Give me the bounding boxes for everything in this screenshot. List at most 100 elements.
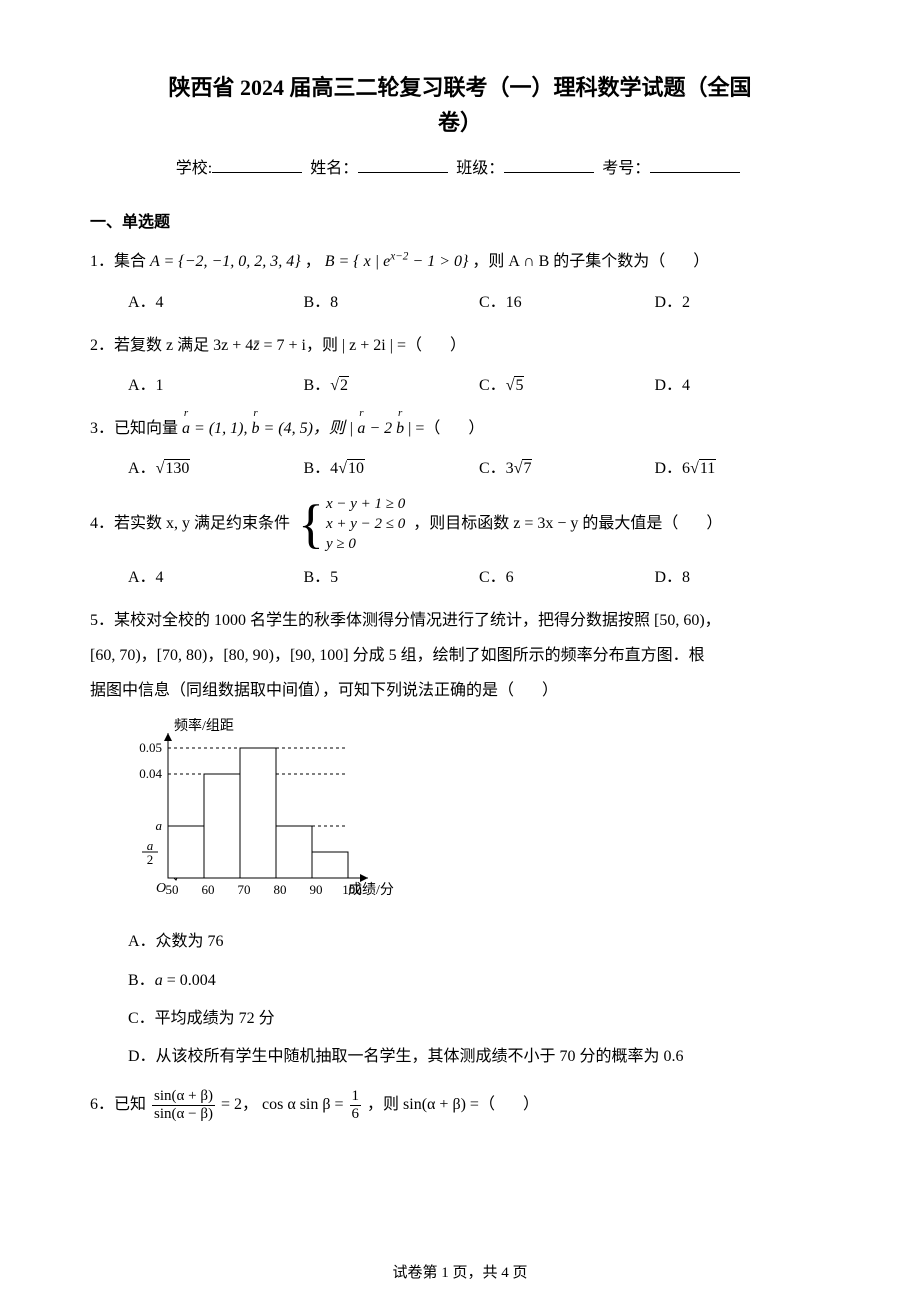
q4-option-a: A．4: [128, 563, 304, 587]
q3-b-val: 10: [347, 459, 365, 477]
svg-text:频率/组距: 频率/组距: [174, 718, 234, 734]
sqrt-icon: 2: [330, 377, 349, 395]
svg-text:0.04: 0.04: [139, 766, 162, 781]
q2-b-label: B．: [304, 377, 331, 394]
q3-a-val: 130: [164, 459, 190, 477]
vector-arrow-icon: r: [398, 401, 402, 425]
q1-stem-post: ，则 A ∩ B 的子集个数为（: [472, 253, 665, 270]
q5-line3: 据图中信息（同组数据取中间值），可知下列说法正确的是（: [90, 682, 514, 699]
q4-line1: x − y + 1 ≥ 0: [326, 494, 405, 514]
q1-options: A．4 B．8 C．16 D．2: [128, 288, 830, 312]
q6-stem-post: ，则 sin(α + β) =（: [367, 1096, 495, 1113]
q2-option-d: D．4: [655, 371, 831, 395]
section-heading: 一、单选题: [90, 208, 830, 232]
q3-a-eq: = (1, 1),: [194, 420, 251, 437]
q2-option-a: A．1: [128, 371, 304, 395]
q5-line3-wrap: 据图中信息（同组数据取中间值），可知下列说法正确的是（ ）: [90, 673, 830, 708]
q2-options: A．1 B． 2 C． 5 D．4: [128, 371, 830, 395]
vector-a2: ra: [357, 411, 365, 446]
q5-option-b: B．a = 0.004: [128, 962, 830, 1000]
question-5: 5．某校对全校的 1000 名学生的秋季体测得分情况进行了统计，把得分数据按照 …: [90, 603, 830, 709]
q3-a-label: A．: [128, 460, 156, 477]
q4-stem-post: ，则目标函数 z = 3x − y 的最大值是（: [413, 515, 678, 532]
q3-stem-post: | =（: [408, 420, 440, 437]
svg-text:a: a: [156, 818, 163, 833]
q3-c-val: 7: [522, 459, 532, 477]
q1-comma: ，: [305, 253, 321, 270]
q4-line2: x + y − 2 ≤ 0: [326, 514, 405, 534]
fraction-1: sin(α + β) sin(α − β): [152, 1088, 215, 1122]
q3-option-b: B．4 10: [304, 454, 480, 478]
name-label: 姓名：: [310, 160, 358, 177]
constraint-system: { x − y + 1 ≥ 0 x + y − 2 ≤ 0 y ≥ 0: [298, 494, 405, 555]
q4-stem-pre: 4．若实数 x, y 满足约束条件: [90, 515, 294, 532]
question-6: 6．已知 sin(α + β) sin(α − β) = 2， cos α si…: [90, 1087, 830, 1122]
q2-option-b: B． 2: [304, 371, 480, 395]
q6-stem-end: ）: [523, 1096, 539, 1113]
svg-text:成绩/分: 成绩/分: [348, 882, 394, 898]
q3-options: A． 130 B．4 10 C．37 D．6 11: [128, 454, 830, 478]
q3-b-label: B．4: [304, 460, 339, 477]
svg-text:70: 70: [238, 882, 251, 897]
vector-arrow-icon: r: [359, 401, 363, 425]
q1-option-d: D．2: [655, 288, 831, 312]
q3-option-d: D．6 11: [655, 454, 831, 478]
q5-option-a: A．众数为 76: [128, 923, 830, 961]
examno-label: 考号：: [602, 160, 650, 177]
q6-frac1-den: sin(α − β): [152, 1105, 215, 1123]
q2-c-val: 5: [514, 376, 524, 394]
constraint-lines: x − y + 1 ≥ 0 x + y − 2 ≤ 0 y ≥ 0: [326, 494, 405, 555]
q3-d-val: 11: [699, 459, 716, 477]
fraction-2: 1 6: [350, 1088, 362, 1122]
sqrt-icon: 11: [690, 460, 716, 478]
q4-option-d: D．8: [655, 563, 831, 587]
q5-option-c: C．平均成绩为 72 分: [128, 1000, 830, 1038]
svg-text:a: a: [147, 838, 154, 853]
q4-option-b: B．5: [304, 563, 480, 587]
q4-options: A．4 B．5 C．6 D．8: [128, 563, 830, 587]
school-blank: [212, 156, 302, 173]
title-line-2: 卷）: [438, 110, 482, 135]
q1-set-a: A = {−2, −1, 0, 2, 3, 4}: [150, 253, 301, 270]
q6-frac2-den: 6: [350, 1105, 362, 1123]
q1-option-c: C．16: [479, 288, 655, 312]
q2-stem-mid: = 7 + i，则 | z + 2i | =（: [259, 337, 422, 354]
title-line-1: 陕西省 2024 届高三二轮复习联考（一）理科数学试题（全国: [168, 75, 751, 100]
q1-stem-end: ）: [693, 253, 709, 270]
svg-text:80: 80: [274, 882, 287, 897]
q3-d-label: D．6: [655, 460, 691, 477]
q5-option-d: D．从该校所有学生中随机抽取一名学生，其体测成绩不小于 70 分的概率为 0.6: [128, 1038, 830, 1076]
q1-set-b-exp: x−2: [390, 251, 408, 263]
q5-line3-end: ）: [542, 682, 558, 699]
q2-c-label: C．: [479, 377, 506, 394]
q6-eq2: = 2， cos α sin β =: [221, 1096, 348, 1113]
svg-text:50: 50: [166, 882, 179, 897]
q6-frac1-num: sin(α + β): [152, 1088, 215, 1105]
class-blank: [504, 156, 594, 173]
svg-text:90: 90: [310, 882, 323, 897]
q2-stem-end: ）: [450, 337, 466, 354]
page-title: 陕西省 2024 届高三二轮复习联考（一）理科数学试题（全国 卷）: [90, 70, 830, 140]
vector-b: rb: [251, 411, 259, 446]
q2-stem-pre: 2．若复数 z 满足 3z + 4: [90, 337, 253, 354]
vector-a: ra: [182, 411, 190, 446]
page-footer: 试卷第 1 页，共 4 页: [0, 1261, 920, 1282]
q4-stem-end: ）: [706, 515, 722, 532]
q1-option-a: A．4: [128, 288, 304, 312]
vector-arrow-icon: r: [184, 401, 188, 425]
question-1: 1．集合 A = {−2, −1, 0, 2, 3, 4} ， B = { x …: [90, 244, 830, 279]
q2-option-c: C． 5: [479, 371, 655, 395]
svg-text:0.05: 0.05: [139, 740, 162, 755]
q3-option-c: C．37: [479, 454, 655, 478]
q3-minus: − 2: [369, 420, 392, 437]
q1-set-b-pre: B = { x | e: [325, 253, 391, 270]
q4-line3: y ≥ 0: [326, 534, 405, 554]
vector-b2: rb: [396, 411, 404, 446]
q4-option-c: C．6: [479, 563, 655, 587]
q5-line2: [60, 70)，[70, 80)，[80, 90)，[90, 100] 分成 …: [90, 638, 830, 673]
name-blank: [358, 156, 448, 173]
question-4: 4．若实数 x, y 满足约束条件 { x − y + 1 ≥ 0 x + y …: [90, 494, 830, 555]
q2-b-val: 2: [339, 376, 349, 394]
sqrt-icon: 7: [514, 460, 533, 478]
q1-option-b: B．8: [304, 288, 480, 312]
